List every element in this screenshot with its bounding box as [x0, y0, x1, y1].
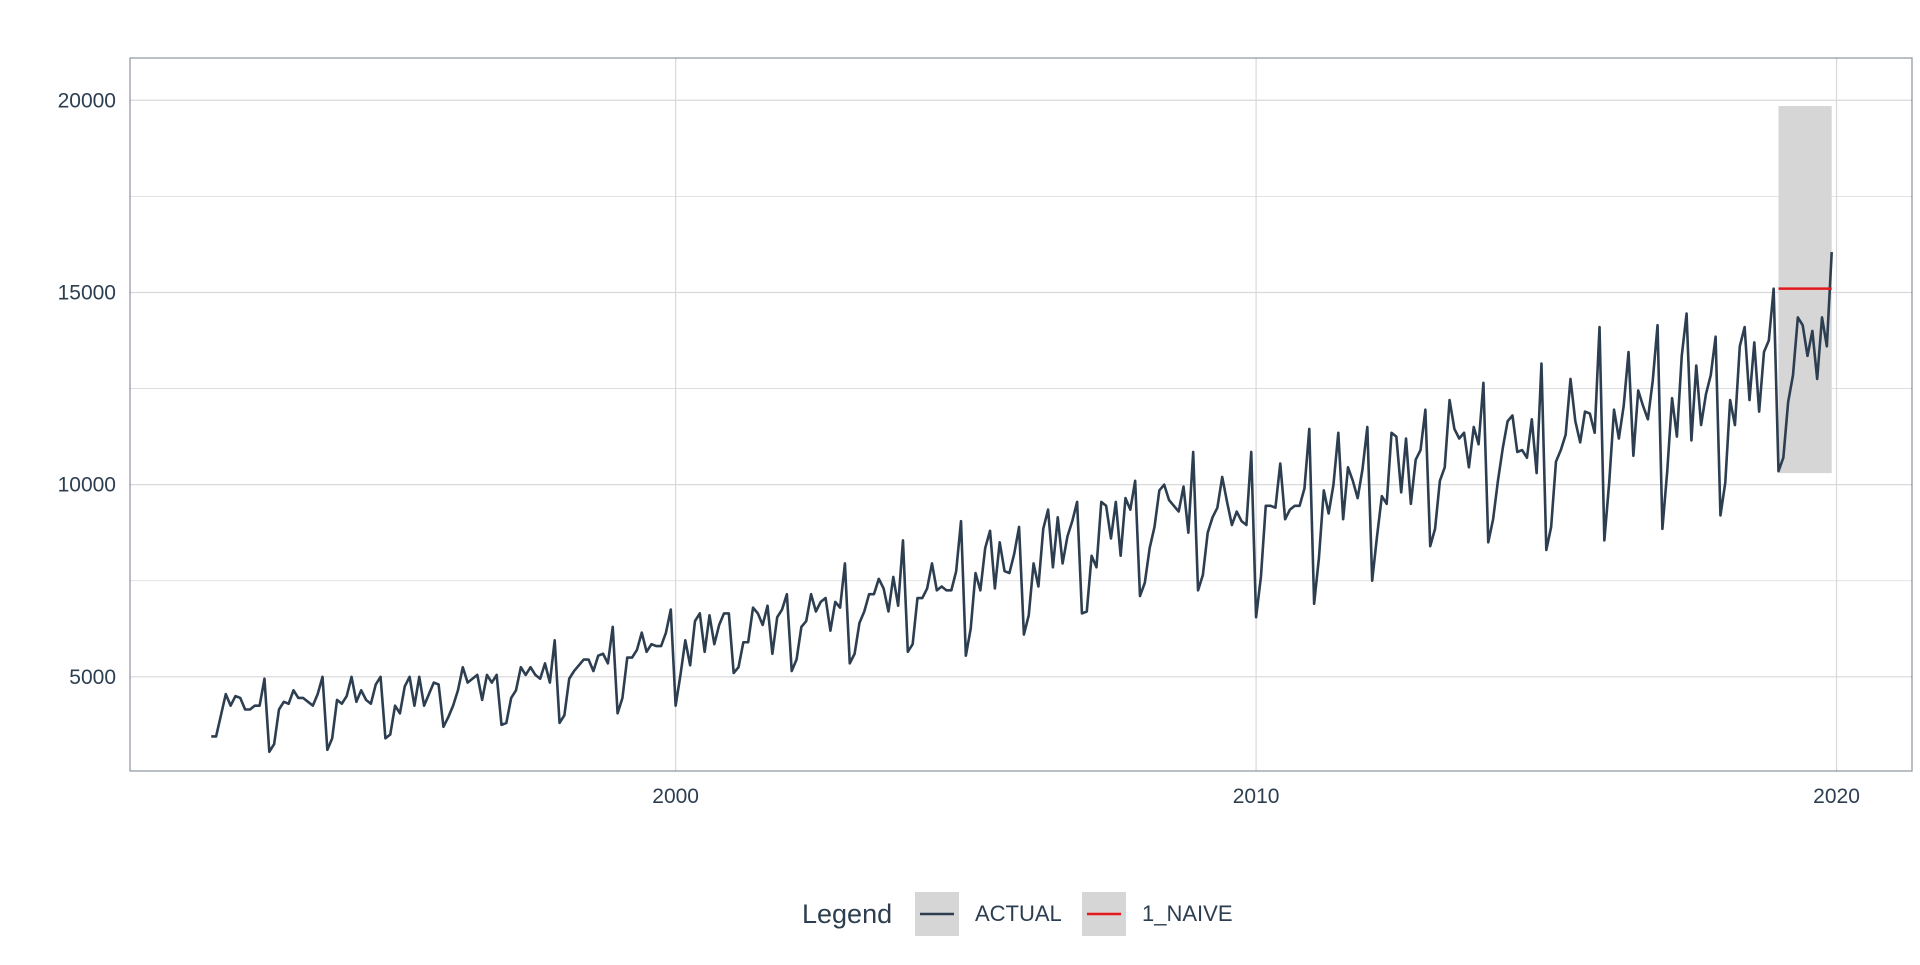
legend-item-naive: 1_NAIVE — [1082, 892, 1233, 936]
y-tick-label: 5000 — [69, 666, 116, 689]
legend-item-actual: ACTUAL — [915, 892, 1062, 936]
legend-title: Legend — [802, 899, 892, 929]
x-tick-label: 2020 — [1813, 785, 1860, 808]
y-tick-label: 10000 — [58, 474, 116, 497]
legend: Legend ACTUAL 1_NAIVE — [802, 892, 1233, 936]
axis-layer: 5000 10000 15000 20000 2000 2010 2020 — [58, 89, 1860, 808]
x-tick-label: 2000 — [652, 785, 699, 808]
series-line-actual — [211, 252, 1833, 754]
legend-label-actual: ACTUAL — [975, 901, 1062, 926]
y-tick-label: 20000 — [58, 89, 116, 112]
plot-panel-border — [129, 57, 1913, 772]
y-tick-label: 15000 — [58, 281, 116, 304]
x-tick-label: 2010 — [1233, 785, 1280, 808]
grid-layer — [130, 58, 1912, 771]
legend-label-naive: 1_NAIVE — [1142, 901, 1233, 926]
series-layer — [211, 252, 1833, 754]
